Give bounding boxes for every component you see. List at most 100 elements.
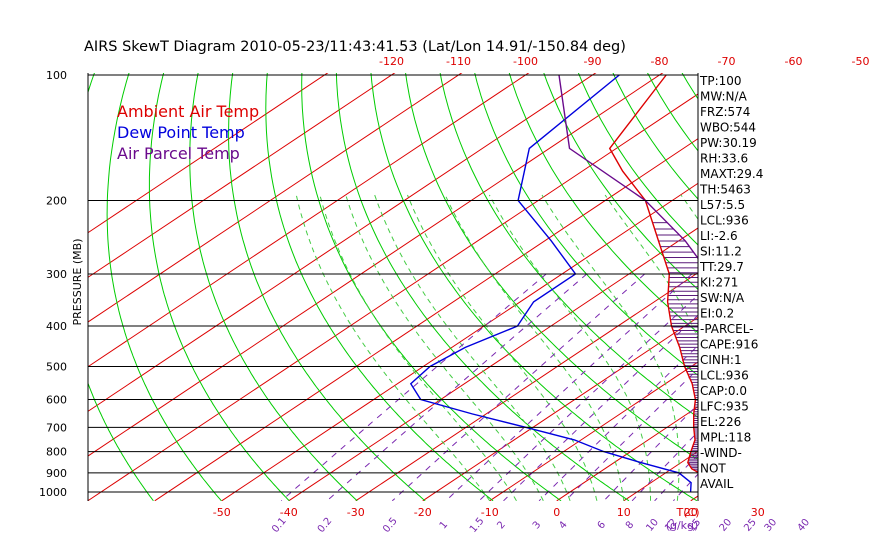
top-temp-tick-label: -90 xyxy=(584,55,602,68)
dewpoint-line xyxy=(409,74,692,493)
mixing-ratio-tick-label: 2 xyxy=(495,519,508,531)
dry-adiabat-line xyxy=(370,73,698,501)
isotherm-line xyxy=(221,182,698,501)
legend-entry: Dew Point Temp xyxy=(117,123,245,142)
isotherm-line xyxy=(88,73,597,412)
pressure-tick-label: 500 xyxy=(46,360,67,373)
index-value: MW:N/A xyxy=(700,90,748,104)
bottom-temp-tick-label: 10 xyxy=(617,506,631,519)
top-temp-tick-label: -50 xyxy=(852,55,870,68)
isotherm-line xyxy=(88,73,530,368)
isotherm-line xyxy=(288,227,698,501)
isotherm-line xyxy=(88,73,463,323)
index-value: MPL:118 xyxy=(700,431,751,445)
bottom-temp-tick-label: -50 xyxy=(213,506,231,519)
index-value: RH:33.6 xyxy=(700,152,748,166)
dry-adiabat-line xyxy=(228,73,426,501)
mixing-ratio-tick-label: 6 xyxy=(596,519,609,531)
bottom-temp-tick-label: -40 xyxy=(280,506,298,519)
pressure-tick-label: 800 xyxy=(46,446,67,459)
parcel-temp-line xyxy=(558,74,698,260)
index-value: -WIND- xyxy=(700,446,742,460)
chart-title: AIRS SkewT Diagram 2010-05-23/11:43:41.5… xyxy=(84,39,626,55)
top-temp-tick-label: -80 xyxy=(651,55,669,68)
index-value: FRZ:574 xyxy=(700,105,750,119)
dry-adiabat-line xyxy=(508,73,698,334)
mixing-ratio-line xyxy=(565,368,698,501)
legend-entry: Ambient Air Temp xyxy=(117,102,259,121)
dry-adiabat-line xyxy=(148,73,290,501)
isotherm-line xyxy=(556,406,698,501)
bottom-temp-tick-label: 0 xyxy=(553,506,560,519)
legend: Ambient Air Temp Dew Point Temp Air Parcel… xyxy=(117,102,259,163)
pressure-tick-label: 300 xyxy=(46,268,67,281)
isotherm-line xyxy=(88,73,664,457)
ambient-temp-line xyxy=(608,74,698,474)
dry-adiabat-line xyxy=(301,73,562,501)
isotherm-line xyxy=(489,361,698,501)
series-layer xyxy=(409,74,698,493)
index-value: WBO:544 xyxy=(700,121,756,135)
isotherm-line xyxy=(154,138,698,501)
mixing-ratio-line xyxy=(538,344,698,501)
pressure-tick-label: 900 xyxy=(46,467,67,480)
pressure-tick-label: 700 xyxy=(46,421,67,434)
dry-adiabat-line xyxy=(543,73,698,291)
top-temp-tick-label: -70 xyxy=(718,55,736,68)
isotherm-line xyxy=(88,93,698,501)
mixing-ratio-line xyxy=(391,273,646,501)
pressure-tick-label: 200 xyxy=(46,195,67,208)
pressure-tick-label: 400 xyxy=(46,320,67,333)
mixing-ratio-line xyxy=(280,273,547,501)
index-value: CAPE:916 xyxy=(700,338,758,352)
index-value: L57:5.5 xyxy=(700,198,745,212)
mixing-ratio-tick-label: 8 xyxy=(624,519,637,531)
bottom-temp-tick-label: -10 xyxy=(481,506,499,519)
dry-adiabat-line xyxy=(189,73,358,501)
isotherm-line xyxy=(88,73,329,234)
top-temp-tick-label: -60 xyxy=(785,55,803,68)
top-temp-tick-label: -110 xyxy=(446,55,471,68)
index-value: NOT xyxy=(700,462,726,476)
mixing-ratio-line xyxy=(326,273,588,501)
index-value: LFC:935 xyxy=(700,400,749,414)
y-axis-label: PRESSURE (MB) xyxy=(71,239,84,326)
index-value: PW:30.19 xyxy=(700,136,757,150)
index-value: TT:29.7 xyxy=(699,260,744,274)
index-value: TH:5463 xyxy=(699,183,751,197)
index-value: TP:100 xyxy=(699,74,742,88)
index-value: KI:271 xyxy=(700,276,738,290)
mixing-ratio-line xyxy=(445,273,693,501)
moist-adiabat-line xyxy=(407,194,598,501)
pressure-tick-label: 1000 xyxy=(39,486,67,499)
axis-layer: 1002003004005006007008009001000PRESSURE … xyxy=(39,55,870,535)
bottom-temp-tick-label: -20 xyxy=(414,506,432,519)
dry-adiabat-line xyxy=(439,73,698,418)
index-value: CINH:1 xyxy=(700,353,742,367)
bottom-temp-tick-label: 20 xyxy=(684,506,698,519)
mixing-ratio-line xyxy=(603,403,698,501)
dry-adiabat-line xyxy=(106,73,222,501)
index-value: EI:0.2 xyxy=(700,307,734,321)
bottom-temp-tick-label: -30 xyxy=(347,506,365,519)
top-temp-tick-label: -100 xyxy=(513,55,538,68)
grid-layer xyxy=(88,73,698,501)
index-value: MAXT:29.4 xyxy=(700,167,763,181)
dry-adiabat-line xyxy=(88,73,154,501)
mixing-ratio-tick-label: 4 xyxy=(557,519,570,531)
index-value: LI:-2.6 xyxy=(700,229,738,243)
dry-adiabat-line xyxy=(474,73,698,376)
index-value: SI:11.2 xyxy=(700,245,742,259)
moist-adiabat-line xyxy=(374,194,571,501)
bottom-temp-tick-label: 30 xyxy=(751,506,765,519)
index-value: -PARCEL- xyxy=(700,322,754,336)
mixing-ratio-tick-label: 1 xyxy=(438,519,451,531)
index-value: LCL:936 xyxy=(700,214,749,228)
index-value: AVAIL xyxy=(700,477,734,491)
dry-adiabat-line xyxy=(405,73,698,461)
mixing-ratio-unit-label: (g/kg) xyxy=(666,519,699,532)
moist-adiabat-line xyxy=(444,194,625,501)
pressure-tick-label: 100 xyxy=(46,69,67,82)
